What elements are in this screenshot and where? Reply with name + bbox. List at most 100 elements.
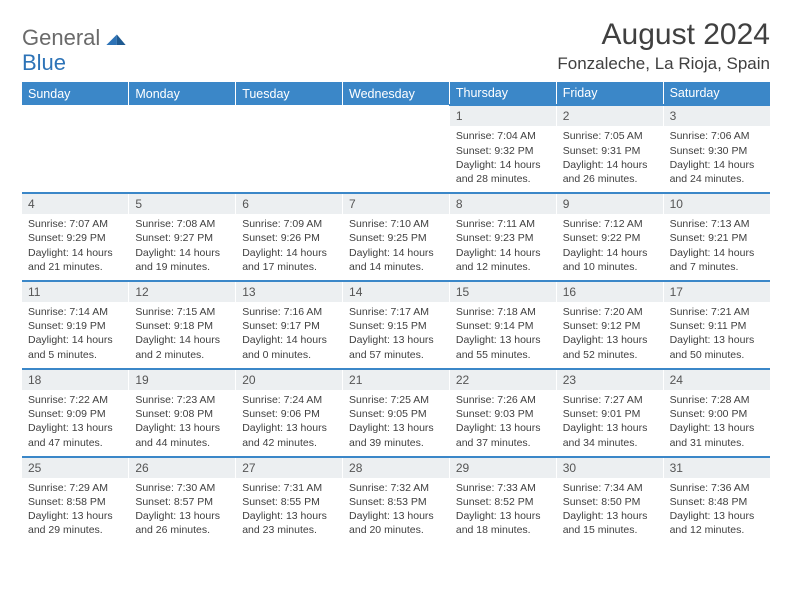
day-info-cell: Sunrise: 7:31 AMSunset: 8:55 PMDaylight:… [236, 478, 343, 544]
day-info-cell: Sunrise: 7:20 AMSunset: 9:12 PMDaylight:… [556, 302, 663, 369]
day-number-cell: 18 [22, 369, 129, 390]
day-number-cell: 29 [449, 457, 556, 478]
daylight-text-2: and 20 minutes. [349, 523, 443, 537]
daynum-row: 123 [22, 105, 770, 126]
daylight-text-1: Daylight: 13 hours [349, 421, 443, 435]
daylight-text-2: and 18 minutes. [456, 523, 550, 537]
sunrise-text: Sunrise: 7:21 AM [670, 305, 764, 319]
daylight-text-1: Daylight: 13 hours [28, 421, 122, 435]
sunset-text: Sunset: 9:18 PM [135, 319, 229, 333]
sunset-text: Sunset: 9:22 PM [563, 231, 657, 245]
sunset-text: Sunset: 9:23 PM [456, 231, 550, 245]
sunset-text: Sunset: 9:11 PM [670, 319, 764, 333]
day-info-cell: Sunrise: 7:21 AMSunset: 9:11 PMDaylight:… [663, 302, 770, 369]
day-info-cell: Sunrise: 7:17 AMSunset: 9:15 PMDaylight:… [343, 302, 450, 369]
sunset-text: Sunset: 8:58 PM [28, 495, 122, 509]
day-number-cell: 1 [449, 105, 556, 126]
info-row: Sunrise: 7:07 AMSunset: 9:29 PMDaylight:… [22, 214, 770, 281]
daylight-text-2: and 44 minutes. [135, 436, 229, 450]
day-info-cell [236, 126, 343, 193]
day-number-cell [129, 105, 236, 126]
daylight-text-1: Daylight: 14 hours [28, 246, 122, 260]
daylight-text-1: Daylight: 13 hours [563, 421, 657, 435]
day-info-cell [343, 126, 450, 193]
daylight-text-1: Daylight: 13 hours [135, 509, 229, 523]
daylight-text-1: Daylight: 13 hours [242, 509, 336, 523]
daylight-text-1: Daylight: 14 hours [349, 246, 443, 260]
sunrise-text: Sunrise: 7:18 AM [456, 305, 550, 319]
calendar-table: Sunday Monday Tuesday Wednesday Thursday… [22, 82, 770, 543]
day-number-cell: 25 [22, 457, 129, 478]
day-info-cell [22, 126, 129, 193]
calendar-body: 123Sunrise: 7:04 AMSunset: 9:32 PMDaylig… [22, 105, 770, 543]
day-info-cell: Sunrise: 7:23 AMSunset: 9:08 PMDaylight:… [129, 390, 236, 457]
daylight-text-2: and 39 minutes. [349, 436, 443, 450]
daylight-text-2: and 10 minutes. [563, 260, 657, 274]
sunrise-text: Sunrise: 7:36 AM [670, 481, 764, 495]
logo-triangle-icon [104, 26, 126, 49]
sunset-text: Sunset: 9:14 PM [456, 319, 550, 333]
sunset-text: Sunset: 9:00 PM [670, 407, 764, 421]
sunrise-text: Sunrise: 7:32 AM [349, 481, 443, 495]
daylight-text-2: and 15 minutes. [563, 523, 657, 537]
daylight-text-1: Daylight: 14 hours [670, 246, 764, 260]
sunrise-text: Sunrise: 7:28 AM [670, 393, 764, 407]
sunrise-text: Sunrise: 7:30 AM [135, 481, 229, 495]
daylight-text-1: Daylight: 13 hours [563, 333, 657, 347]
daylight-text-1: Daylight: 13 hours [456, 333, 550, 347]
daylight-text-2: and 50 minutes. [670, 348, 764, 362]
daylight-text-1: Daylight: 13 hours [670, 509, 764, 523]
weekday-header: Saturday [663, 82, 770, 105]
day-info-cell: Sunrise: 7:11 AMSunset: 9:23 PMDaylight:… [449, 214, 556, 281]
day-number-cell: 4 [22, 193, 129, 214]
day-number-cell: 22 [449, 369, 556, 390]
sunset-text: Sunset: 9:17 PM [242, 319, 336, 333]
daylight-text-1: Daylight: 14 hours [456, 246, 550, 260]
day-number-cell: 17 [663, 281, 770, 302]
sunrise-text: Sunrise: 7:09 AM [242, 217, 336, 231]
day-info-cell: Sunrise: 7:27 AMSunset: 9:01 PMDaylight:… [556, 390, 663, 457]
daylight-text-2: and 29 minutes. [28, 523, 122, 537]
sunset-text: Sunset: 9:06 PM [242, 407, 336, 421]
day-info-cell: Sunrise: 7:24 AMSunset: 9:06 PMDaylight:… [236, 390, 343, 457]
daynum-row: 45678910 [22, 193, 770, 214]
day-info-cell: Sunrise: 7:04 AMSunset: 9:32 PMDaylight:… [449, 126, 556, 193]
day-info-cell: Sunrise: 7:09 AMSunset: 9:26 PMDaylight:… [236, 214, 343, 281]
daylight-text-1: Daylight: 13 hours [456, 421, 550, 435]
daylight-text-1: Daylight: 13 hours [563, 509, 657, 523]
sunset-text: Sunset: 8:48 PM [670, 495, 764, 509]
daylight-text-1: Daylight: 13 hours [670, 421, 764, 435]
day-number-cell: 13 [236, 281, 343, 302]
sunrise-text: Sunrise: 7:27 AM [563, 393, 657, 407]
day-info-cell: Sunrise: 7:28 AMSunset: 9:00 PMDaylight:… [663, 390, 770, 457]
daylight-text-1: Daylight: 13 hours [670, 333, 764, 347]
weekday-header: Sunday [22, 82, 129, 105]
day-info-cell: Sunrise: 7:30 AMSunset: 8:57 PMDaylight:… [129, 478, 236, 544]
daylight-text-2: and 7 minutes. [670, 260, 764, 274]
daylight-text-1: Daylight: 14 hours [242, 333, 336, 347]
weekday-header: Wednesday [343, 82, 450, 105]
day-number-cell [236, 105, 343, 126]
day-number-cell: 14 [343, 281, 450, 302]
daylight-text-2: and 55 minutes. [456, 348, 550, 362]
sunset-text: Sunset: 8:50 PM [563, 495, 657, 509]
daylight-text-2: and 28 minutes. [456, 172, 550, 186]
day-number-cell: 28 [343, 457, 450, 478]
sunrise-text: Sunrise: 7:05 AM [563, 129, 657, 143]
day-number-cell: 21 [343, 369, 450, 390]
sunset-text: Sunset: 9:03 PM [456, 407, 550, 421]
sunrise-text: Sunrise: 7:07 AM [28, 217, 122, 231]
daylight-text-1: Daylight: 13 hours [242, 421, 336, 435]
sunset-text: Sunset: 9:31 PM [563, 144, 657, 158]
day-number-cell: 16 [556, 281, 663, 302]
day-number-cell: 8 [449, 193, 556, 214]
sunrise-text: Sunrise: 7:15 AM [135, 305, 229, 319]
sunset-text: Sunset: 8:53 PM [349, 495, 443, 509]
info-row: Sunrise: 7:22 AMSunset: 9:09 PMDaylight:… [22, 390, 770, 457]
daynum-row: 11121314151617 [22, 281, 770, 302]
sunrise-text: Sunrise: 7:14 AM [28, 305, 122, 319]
day-number-cell: 11 [22, 281, 129, 302]
sunset-text: Sunset: 9:01 PM [563, 407, 657, 421]
daylight-text-2: and 5 minutes. [28, 348, 122, 362]
day-number-cell: 12 [129, 281, 236, 302]
